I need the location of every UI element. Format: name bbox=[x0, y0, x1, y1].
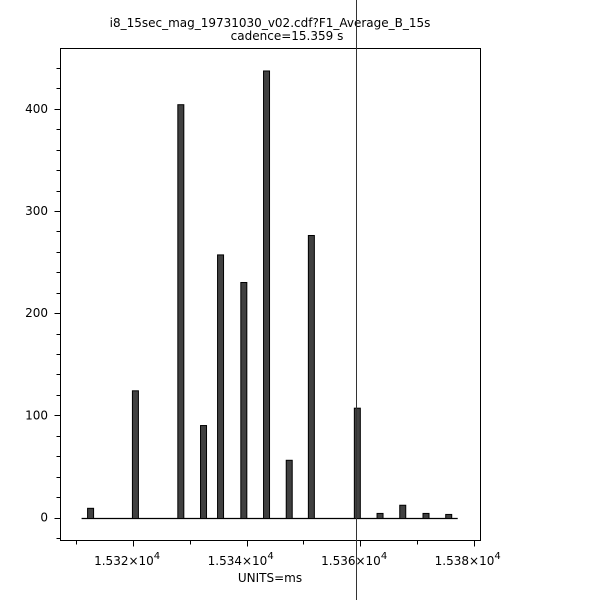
plot-frame bbox=[60, 48, 481, 541]
chart-subtitle: cadence=15.359 s bbox=[231, 29, 344, 43]
x-tick-label: 1.536×104 bbox=[321, 551, 387, 568]
y-tick-label: 100 bbox=[25, 408, 48, 422]
x-tick-label: 1.532×104 bbox=[94, 551, 160, 568]
bar bbox=[131, 390, 139, 519]
x-axis-label: UNITS=ms bbox=[238, 571, 302, 585]
x-axis: 1.532×104 1.534×104 1.536×104 1.538×104 bbox=[76, 540, 501, 568]
y-axis: 0 100 200 300 400 bbox=[25, 68, 61, 539]
y-tick-label: 400 bbox=[25, 102, 48, 116]
bar bbox=[87, 507, 95, 519]
bar bbox=[240, 281, 248, 519]
bars bbox=[87, 70, 453, 520]
y-tick-label: 0 bbox=[40, 511, 48, 525]
bar bbox=[376, 512, 384, 520]
bar bbox=[445, 513, 453, 519]
bar bbox=[263, 70, 271, 520]
y-tick-label: 300 bbox=[25, 204, 48, 218]
bar bbox=[399, 504, 407, 519]
bar bbox=[353, 407, 361, 520]
x-tick-label: 1.534×104 bbox=[208, 551, 274, 568]
bar bbox=[307, 234, 315, 519]
x-tick-label: 1.538×104 bbox=[435, 551, 501, 568]
bar bbox=[217, 254, 225, 519]
bar bbox=[200, 425, 208, 519]
bar bbox=[422, 512, 430, 520]
chart-title: i8_15sec_mag_19731030_v02.cdf?F1_Average… bbox=[110, 16, 431, 30]
bar bbox=[177, 104, 185, 520]
bar bbox=[285, 459, 293, 519]
y-tick-label: 200 bbox=[25, 306, 48, 320]
